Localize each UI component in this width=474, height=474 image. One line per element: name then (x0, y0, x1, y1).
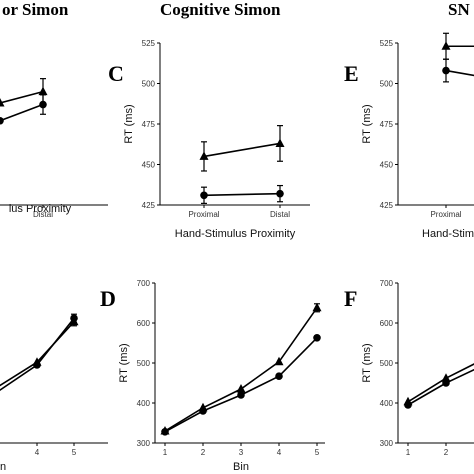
y-tick-label: 300 (137, 439, 151, 448)
y-tick-label: 450 (380, 161, 394, 170)
y-tick-label: 500 (380, 80, 394, 89)
y-axis-label: RT (ms) (361, 104, 373, 143)
x-axis-label: Hand-Stim (422, 228, 474, 240)
triangle-marker (0, 97, 5, 107)
circle-marker (276, 189, 284, 198)
circle-marker (161, 428, 169, 436)
y-tick-label: 525 (142, 39, 156, 48)
panel-partial-3: 4 5 n (0, 313, 108, 473)
triangle-marker (199, 151, 209, 160)
panel-D: 300 400 500 600 700 RT (ms) 1 2 3 4 5 Bin (118, 279, 325, 473)
y-tick-label: 400 (380, 399, 394, 408)
y-tick-label: 450 (142, 161, 156, 170)
y-tick-label: 500 (137, 359, 151, 368)
y-tick-label: 475 (380, 120, 394, 129)
x-tick-label: Distal (33, 210, 53, 219)
x-tick-label: 2 (444, 448, 449, 457)
circle-marker (275, 372, 283, 381)
triangle-marker (38, 86, 48, 96)
panel-letter: D (100, 286, 116, 311)
circle-marker (33, 361, 41, 369)
y-tick-label: 400 (137, 399, 151, 408)
series-line-triangle (164, 307, 318, 432)
series-line-triangle (203, 142, 281, 158)
x-axis-label: n (0, 461, 6, 473)
series-line-triangle (0, 90, 44, 104)
panel-title: Cognitive Simon (160, 0, 281, 19)
circle-marker (39, 100, 47, 109)
y-axis-label: RT (ms) (118, 343, 130, 382)
y-tick-label: 600 (137, 319, 151, 328)
panel-letter: E (344, 61, 359, 86)
y-tick-label: 700 (137, 279, 151, 288)
circle-marker (313, 334, 321, 342)
x-tick-label: Distal (270, 210, 290, 219)
x-axis-label: Hand-Stimulus Proximity (175, 228, 296, 240)
x-axis-label: lus Proximity (9, 203, 72, 215)
triangle-marker (236, 384, 246, 393)
circle-marker (442, 66, 450, 75)
y-tick-label: 425 (380, 201, 394, 210)
triangle-marker (275, 138, 285, 147)
series-line-triangle (407, 363, 474, 403)
y-axis-label: RT (ms) (123, 104, 135, 143)
x-tick-label: Proximal (430, 210, 461, 219)
panel-E: 425 450 475 500 525 RT (ms) Proximal Hand-Stim (361, 32, 474, 240)
circle-marker (442, 379, 450, 387)
panel-C: 425 450 475 500 525 RT (ms) Proximal Distal Hand… (123, 39, 310, 240)
triangle-marker (441, 373, 451, 382)
panel-title: or Simon (2, 0, 69, 19)
circle-marker (0, 116, 4, 125)
series-line-circle (407, 368, 474, 406)
triangle-marker (312, 302, 322, 312)
panel-letter: C (108, 61, 124, 86)
y-tick-label: 425 (142, 201, 156, 210)
y-tick-label: 500 (142, 80, 156, 89)
y-tick-label: 700 (380, 279, 394, 288)
triangle-marker (441, 41, 451, 50)
circle-marker (237, 391, 245, 399)
panel-F: 300 400 500 600 700 RT (ms) 1 2 (361, 279, 474, 457)
x-tick-label: 1 (163, 448, 168, 457)
triangle-marker (274, 356, 284, 366)
series-line-circle (445, 69, 474, 77)
circle-marker (200, 191, 208, 200)
x-tick-label: 5 (72, 448, 77, 457)
y-tick-label: 500 (380, 359, 394, 368)
circle-marker (70, 314, 78, 323)
y-tick-label: 475 (142, 120, 156, 129)
x-tick-label: 5 (315, 448, 320, 457)
y-axis-label: RT (ms) (361, 343, 373, 382)
y-tick-label: 525 (380, 39, 394, 48)
x-tick-label: 2 (201, 448, 206, 457)
series-line-circle (0, 103, 44, 122)
y-tick-label: 300 (380, 439, 394, 448)
x-tick-label: 4 (35, 448, 40, 457)
x-tick-label: 1 (406, 448, 411, 457)
circle-marker (404, 401, 412, 409)
x-axis-label: Bin (233, 461, 249, 473)
x-tick-label: 4 (277, 448, 282, 457)
y-tick-label: 600 (380, 319, 394, 328)
x-tick-label: Proximal (188, 210, 219, 219)
panel-letter: F (344, 286, 357, 311)
x-tick-label: 3 (239, 448, 244, 457)
circle-marker (199, 407, 207, 415)
panel-title: SN (448, 0, 470, 19)
series-line-circle (203, 192, 281, 197)
